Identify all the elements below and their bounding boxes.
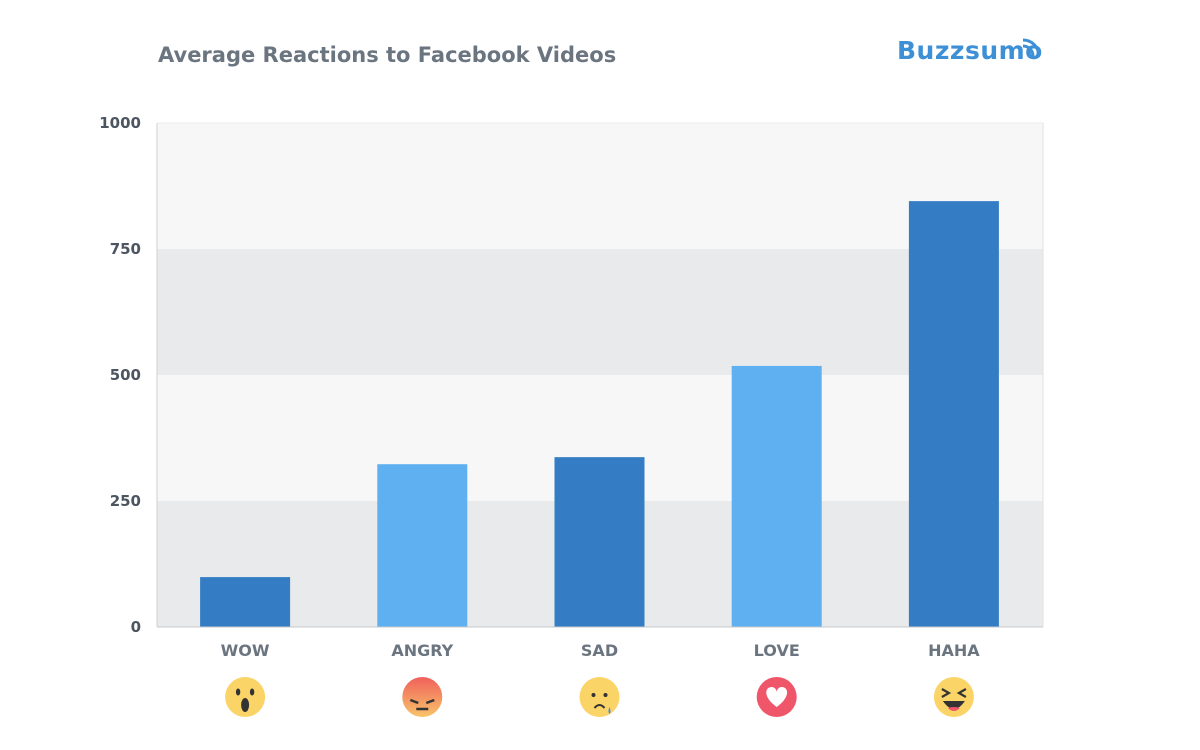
eye xyxy=(591,693,596,697)
eyes xyxy=(941,688,967,698)
bar-love xyxy=(731,365,822,627)
bar-haha xyxy=(908,201,999,627)
logo-text: Buzzsumo xyxy=(897,36,1043,65)
emoji-face xyxy=(579,677,620,717)
chart-title: Average Reactions to Facebook Videos xyxy=(158,43,617,67)
x-tick-label: HAHA xyxy=(928,641,980,660)
y-tick-label: 250 xyxy=(110,492,141,510)
y-tick-label: 500 xyxy=(110,366,141,384)
angry-emoji-icon xyxy=(402,677,443,717)
eye xyxy=(603,693,608,697)
x-tick-label: SAD xyxy=(581,641,618,660)
grid-band xyxy=(157,249,1043,375)
sad-emoji-icon xyxy=(579,677,620,717)
x-tick-label: ANGRY xyxy=(391,641,453,660)
y-tick-label: 0 xyxy=(131,618,141,636)
bar-wow xyxy=(200,577,291,627)
haha-emoji-icon xyxy=(933,677,974,717)
emoji-face xyxy=(225,677,266,717)
angry-features xyxy=(409,698,435,711)
mouth xyxy=(942,701,965,709)
wow-emoji-icon xyxy=(225,677,266,717)
bar-angry xyxy=(377,464,468,627)
heart-shape xyxy=(766,687,788,707)
eye xyxy=(249,688,255,696)
love-emoji-icon xyxy=(756,677,797,717)
tongue xyxy=(947,707,960,711)
bar-sad xyxy=(554,457,645,627)
x-tick-label: LOVE xyxy=(754,641,800,660)
y-tick-label: 750 xyxy=(110,240,141,258)
mouth xyxy=(241,698,250,712)
eye xyxy=(235,688,241,696)
grid-band xyxy=(157,123,1043,249)
y-tick-label: 1000 xyxy=(99,114,141,132)
signal-icon xyxy=(1022,38,1041,57)
emoji-face xyxy=(933,677,974,717)
mouth xyxy=(593,704,606,709)
buzzsumo-logo: Buzzsumo xyxy=(897,36,1043,65)
x-tick-label: WOW xyxy=(221,641,270,660)
emoji-face xyxy=(402,677,443,717)
tear xyxy=(608,707,611,714)
